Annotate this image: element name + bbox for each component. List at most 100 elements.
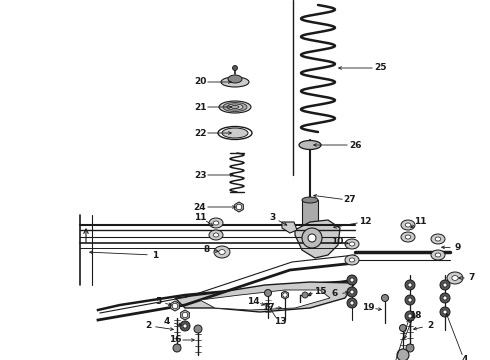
Circle shape — [406, 344, 414, 352]
Circle shape — [350, 301, 354, 305]
Polygon shape — [235, 202, 244, 212]
Text: 11: 11 — [194, 213, 206, 222]
Text: 18: 18 — [409, 310, 421, 320]
Ellipse shape — [452, 276, 458, 280]
Ellipse shape — [221, 77, 249, 87]
Text: 15: 15 — [314, 288, 326, 297]
Circle shape — [443, 296, 447, 300]
Ellipse shape — [209, 218, 223, 228]
Text: 21: 21 — [194, 103, 206, 112]
Ellipse shape — [349, 258, 355, 262]
Ellipse shape — [228, 75, 242, 83]
Circle shape — [440, 280, 450, 290]
Circle shape — [347, 287, 357, 297]
Text: 22: 22 — [194, 129, 206, 138]
Circle shape — [350, 278, 354, 282]
Text: 10: 10 — [331, 238, 343, 247]
Ellipse shape — [345, 239, 359, 249]
Ellipse shape — [405, 235, 411, 239]
Circle shape — [347, 275, 357, 285]
Circle shape — [347, 298, 357, 308]
Ellipse shape — [223, 103, 247, 112]
Polygon shape — [181, 310, 189, 320]
Ellipse shape — [435, 237, 441, 241]
Circle shape — [302, 292, 308, 298]
Text: 9: 9 — [455, 243, 461, 252]
Circle shape — [194, 325, 202, 333]
Circle shape — [265, 289, 271, 297]
Ellipse shape — [302, 197, 318, 203]
Ellipse shape — [227, 104, 243, 110]
Circle shape — [443, 310, 447, 314]
Circle shape — [236, 204, 242, 210]
Ellipse shape — [401, 232, 415, 242]
Polygon shape — [171, 301, 179, 311]
Text: 12: 12 — [359, 217, 371, 226]
Circle shape — [408, 314, 412, 318]
Ellipse shape — [222, 128, 248, 138]
Circle shape — [350, 290, 354, 294]
Polygon shape — [282, 291, 289, 299]
Text: 19: 19 — [362, 303, 374, 312]
Circle shape — [173, 344, 181, 352]
Ellipse shape — [349, 242, 355, 246]
Text: 6: 6 — [332, 289, 338, 298]
Circle shape — [232, 66, 238, 71]
Circle shape — [397, 349, 409, 360]
Circle shape — [180, 321, 190, 331]
Text: 26: 26 — [349, 140, 361, 149]
Ellipse shape — [401, 220, 415, 230]
Circle shape — [172, 303, 178, 309]
Text: 14: 14 — [246, 297, 259, 306]
Text: 16: 16 — [169, 336, 181, 345]
Circle shape — [283, 293, 287, 297]
Circle shape — [382, 294, 389, 302]
Text: 4: 4 — [164, 318, 170, 327]
Text: 20: 20 — [194, 77, 206, 86]
Text: 11: 11 — [414, 217, 426, 226]
Text: 25: 25 — [374, 63, 386, 72]
Ellipse shape — [209, 230, 223, 240]
Circle shape — [399, 324, 407, 332]
Text: 27: 27 — [343, 195, 356, 204]
Ellipse shape — [299, 140, 321, 149]
Ellipse shape — [431, 250, 445, 260]
Text: 1: 1 — [152, 251, 158, 260]
Text: 17: 17 — [262, 303, 274, 312]
Text: 2: 2 — [427, 321, 433, 330]
Circle shape — [405, 280, 415, 290]
Polygon shape — [175, 282, 355, 312]
Text: 13: 13 — [274, 318, 286, 327]
Circle shape — [408, 298, 412, 302]
Circle shape — [308, 234, 316, 242]
Text: 24: 24 — [194, 202, 206, 211]
Ellipse shape — [435, 253, 441, 257]
Text: 5: 5 — [155, 297, 161, 306]
Circle shape — [405, 311, 415, 321]
Text: 4: 4 — [462, 356, 468, 360]
Ellipse shape — [213, 221, 219, 225]
Ellipse shape — [447, 272, 463, 284]
Ellipse shape — [431, 234, 445, 244]
Circle shape — [183, 324, 187, 328]
Polygon shape — [302, 200, 318, 225]
Circle shape — [405, 295, 415, 305]
Text: 8: 8 — [204, 246, 210, 255]
Circle shape — [408, 283, 412, 287]
Text: 2: 2 — [145, 321, 151, 330]
Ellipse shape — [219, 101, 251, 113]
Circle shape — [440, 293, 450, 303]
Text: 7: 7 — [469, 274, 475, 283]
Text: 23: 23 — [194, 171, 206, 180]
Polygon shape — [282, 222, 297, 233]
Ellipse shape — [219, 249, 225, 255]
Ellipse shape — [405, 223, 411, 227]
Circle shape — [182, 312, 188, 318]
Ellipse shape — [345, 255, 359, 265]
Circle shape — [443, 283, 447, 287]
Circle shape — [440, 307, 450, 317]
Ellipse shape — [231, 105, 239, 108]
Polygon shape — [200, 290, 330, 310]
Circle shape — [302, 228, 322, 248]
Ellipse shape — [213, 233, 219, 237]
